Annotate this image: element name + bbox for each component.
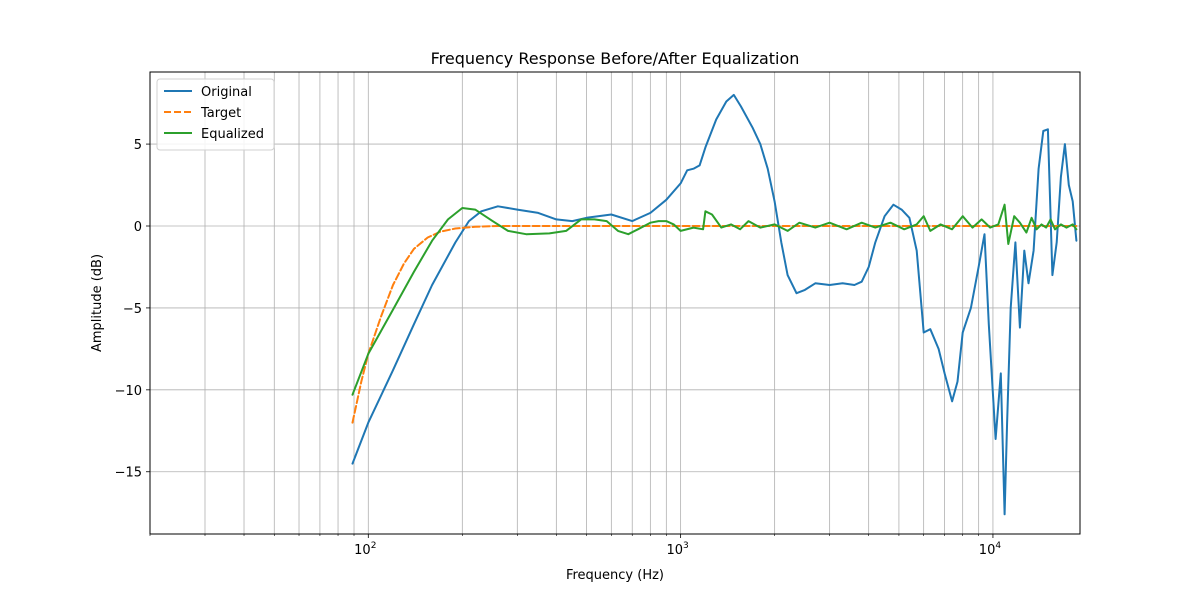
legend-label-equalized: Equalized (201, 127, 264, 142)
series-line-original (351, 93, 1078, 516)
y-tick-label: 5 (134, 138, 142, 153)
x-axis-label: Frequency (Hz) (566, 568, 664, 583)
legend: Original Target Equalized (156, 78, 275, 151)
chart-title: Frequency Response Before/After Equaliza… (431, 49, 800, 68)
y-tick-label: −5 (123, 302, 142, 317)
y-tick-label: −15 (115, 466, 142, 481)
axes-frame (149, 71, 1081, 535)
series-line-equalized (351, 203, 1078, 396)
y-tick-label: 0 (134, 220, 142, 235)
legend-label-target: Target (200, 106, 241, 121)
y-tick-label: −10 (115, 384, 142, 399)
y-axis-label: Amplitude (dB) (90, 254, 105, 352)
plot-area (351, 93, 1078, 516)
legend-label-original: Original (201, 85, 252, 100)
series-line-target (351, 225, 1078, 424)
